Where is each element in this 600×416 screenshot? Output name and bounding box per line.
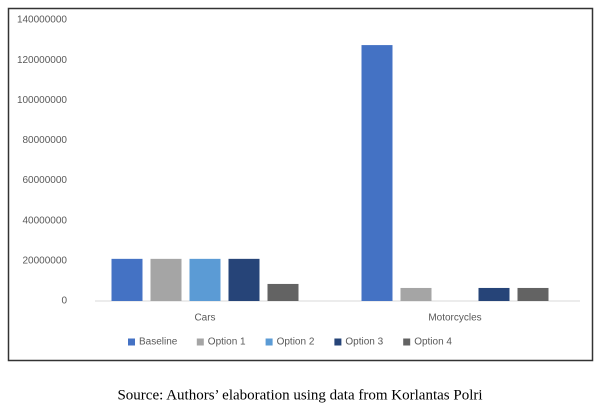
bar (150, 258, 182, 301)
bar (478, 287, 510, 301)
legend-label: Option 3 (345, 337, 383, 348)
y-tick-label: 120000000 (17, 55, 67, 66)
y-tick-label: 0 (61, 296, 67, 307)
legend-swatch (403, 338, 411, 346)
caption: Source: Authors’ elaboration using data … (117, 387, 482, 403)
legend-swatch (265, 338, 273, 346)
y-tick-label: 40000000 (23, 215, 68, 226)
bar (189, 258, 221, 301)
y-tick-label: 60000000 (23, 175, 68, 186)
legend-swatch (128, 338, 135, 346)
y-tick-label: 20000000 (23, 255, 68, 266)
y-tick-label: 140000000 (17, 15, 67, 26)
legend-label: Option 4 (414, 337, 452, 348)
legend-swatch (196, 338, 204, 346)
bar (361, 45, 393, 301)
legend-label: Option 1 (208, 337, 246, 348)
x-tick-label: Motorcycles (428, 313, 481, 324)
y-tick-label: 80000000 (23, 135, 68, 146)
legend-label: Option 2 (277, 337, 315, 348)
bar (400, 287, 432, 301)
chart-frame (7, 7, 594, 362)
bar (267, 283, 299, 301)
x-tick-label: Cars (194, 313, 215, 324)
y-tick-label: 100000000 (17, 95, 67, 106)
bar (111, 258, 143, 301)
legend-label: Baseline (139, 337, 178, 348)
legend-swatch (334, 338, 342, 346)
bar (228, 258, 260, 301)
bar (517, 287, 549, 301)
